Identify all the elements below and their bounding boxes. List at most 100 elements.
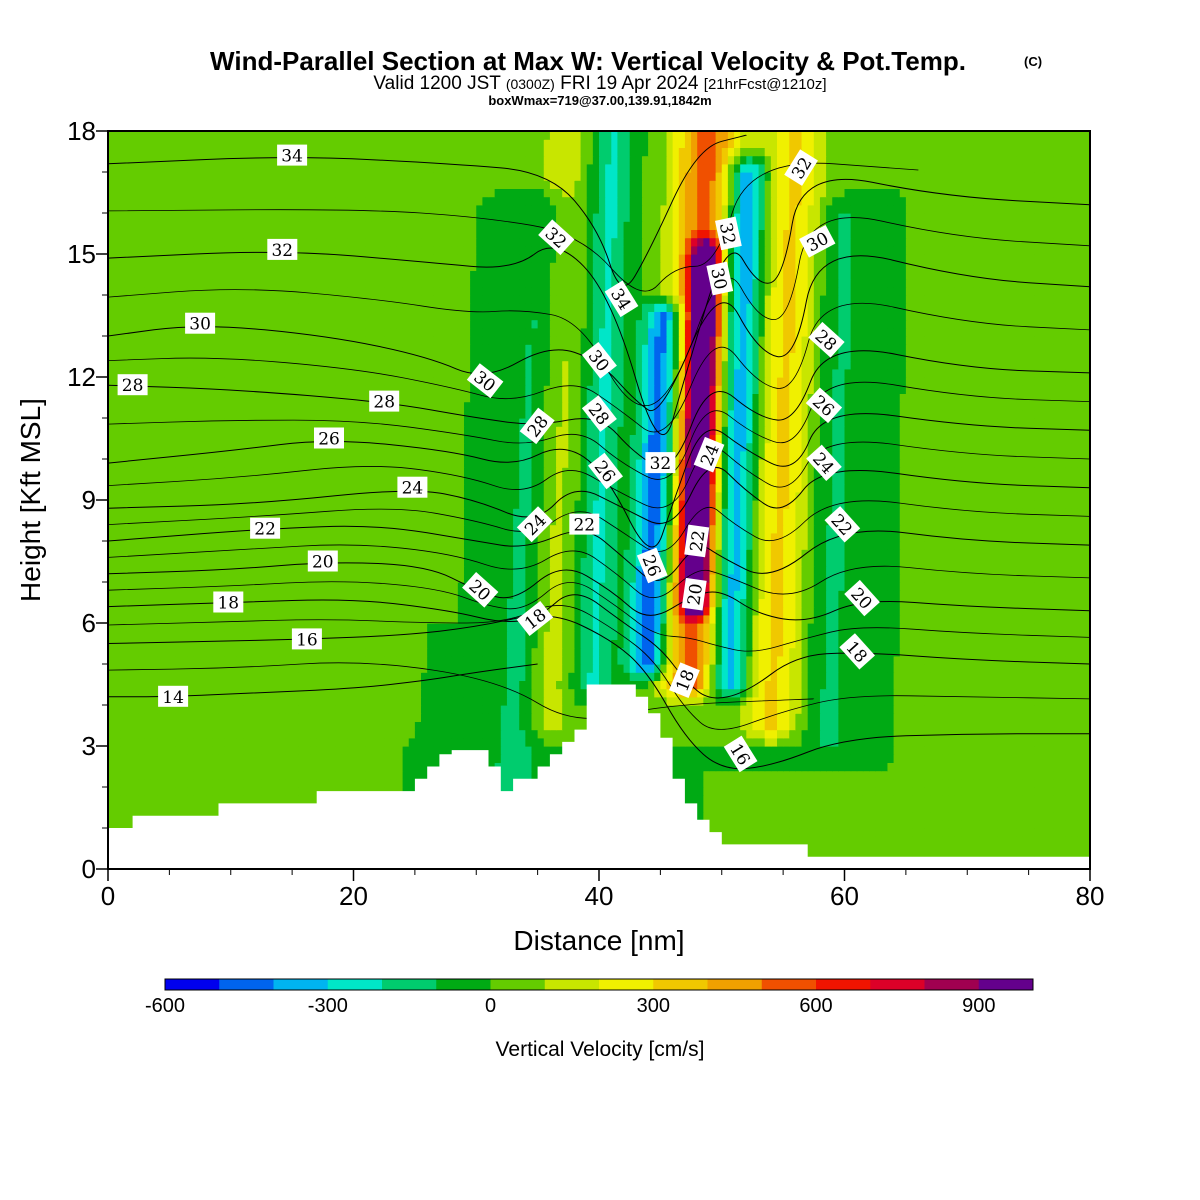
w-cell	[918, 713, 925, 722]
w-cell	[1053, 672, 1060, 681]
w-cell	[862, 729, 870, 739]
w-cell	[445, 729, 453, 739]
w-cell	[328, 696, 336, 706]
w-cell	[187, 680, 195, 690]
w-cell	[715, 778, 723, 788]
w-cell	[997, 737, 1005, 747]
w-cell	[740, 639, 747, 649]
w-cell	[862, 787, 870, 796]
w-cell	[1022, 672, 1030, 681]
w-cell	[341, 713, 348, 722]
w-cell	[200, 737, 207, 747]
w-cell	[169, 770, 177, 780]
w-cell	[721, 746, 729, 755]
w-cell	[1040, 664, 1048, 673]
w-cell	[126, 655, 134, 665]
w-cell	[678, 696, 686, 706]
w-cell	[556, 647, 563, 657]
w-cell	[973, 787, 981, 796]
w-cell	[887, 778, 895, 788]
w-cell	[832, 721, 839, 731]
w-cell	[832, 762, 839, 772]
w-cell	[335, 729, 342, 739]
w-cell	[1016, 844, 1024, 854]
w-cell	[1034, 737, 1042, 747]
w-cell	[150, 606, 158, 616]
w-cell	[574, 705, 582, 714]
w-cell	[997, 811, 1005, 821]
w-cell	[549, 614, 557, 624]
w-cell	[163, 680, 170, 690]
w-cell	[770, 811, 778, 821]
w-cell	[967, 696, 974, 706]
w-cell	[807, 762, 815, 772]
w-cell	[789, 746, 796, 755]
w-cell	[850, 828, 858, 837]
w-cell	[979, 811, 987, 821]
w-cell	[930, 713, 938, 722]
w-cell	[1077, 705, 1085, 714]
w-cell	[347, 655, 355, 665]
w-cell	[875, 705, 882, 714]
w-cell	[795, 631, 803, 640]
w-cell	[1059, 746, 1067, 755]
w-cell	[801, 811, 809, 821]
w-cell	[273, 754, 281, 763]
w-cell	[912, 770, 919, 780]
w-cell	[905, 664, 913, 673]
w-cell	[869, 639, 876, 649]
w-cell	[862, 746, 870, 755]
w-cell	[586, 647, 594, 657]
w-cell	[881, 737, 889, 747]
w-cell	[783, 811, 790, 821]
w-cell	[721, 672, 729, 681]
w-cell	[1040, 778, 1048, 788]
w-cell	[691, 614, 698, 624]
w-cell	[819, 828, 827, 837]
w-cell	[138, 713, 146, 722]
w-cell	[187, 705, 195, 714]
w-cell	[1010, 811, 1017, 821]
w-cell	[954, 836, 962, 845]
w-cell	[936, 795, 944, 804]
w-cell	[948, 787, 956, 796]
w-cell	[396, 647, 404, 657]
w-cell	[617, 655, 625, 665]
w-cell	[832, 647, 839, 657]
w-cell	[126, 696, 134, 706]
w-cell	[703, 762, 711, 772]
w-cell	[279, 737, 287, 747]
w-cell	[488, 680, 496, 690]
w-cell	[801, 696, 809, 706]
w-cell	[396, 737, 404, 747]
w-cell	[844, 664, 852, 673]
w-cell	[439, 729, 447, 739]
w-cell	[918, 655, 925, 665]
w-cell	[703, 664, 711, 673]
w-cell	[979, 836, 987, 845]
w-cell	[758, 828, 766, 837]
w-cell	[813, 664, 821, 673]
w-cell	[335, 762, 342, 772]
w-cell	[138, 721, 146, 731]
w-cell	[869, 631, 876, 640]
w-cell	[476, 721, 483, 731]
w-cell	[734, 811, 741, 821]
w-cell	[826, 664, 833, 673]
w-cell	[783, 819, 790, 829]
w-cell	[684, 729, 692, 739]
w-cell	[850, 811, 858, 821]
w-cell	[525, 639, 533, 649]
w-cell	[206, 631, 213, 640]
w-cell	[801, 746, 809, 755]
w-cell	[893, 623, 901, 632]
w-cell	[912, 811, 919, 821]
w-cell	[439, 664, 447, 673]
w-cell	[967, 721, 974, 731]
w-cell	[954, 639, 962, 649]
w-cell	[427, 713, 434, 722]
w-cell	[169, 729, 177, 739]
w-cell	[562, 639, 569, 649]
w-cell	[500, 647, 508, 657]
w-cell	[304, 754, 312, 763]
